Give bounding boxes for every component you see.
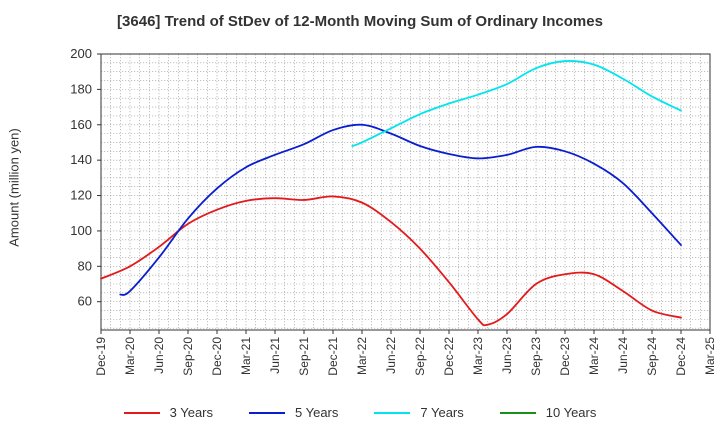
x-tick-label: Mar-22 (355, 337, 369, 375)
y-tick-label: 140 (70, 152, 92, 167)
x-tick-label: Jun-23 (500, 337, 514, 374)
y-tick-label: 80 (78, 258, 92, 273)
legend-label: 10 Years (545, 405, 597, 420)
legend-item-5-years: 5 Years (249, 405, 338, 420)
x-tick-label: Sep-22 (413, 337, 427, 376)
x-tick-label: Sep-20 (181, 337, 195, 376)
x-tick-label: Jun-24 (616, 337, 630, 374)
x-tick-label: Mar-20 (123, 337, 137, 375)
chart-canvas: 60 80 100 120 140 160 180 200 Dec-19 Mar-20 Jun-20… (70, 46, 717, 376)
x-tick-label: Sep-24 (645, 337, 659, 376)
x-tick-label: Mar-25 (703, 337, 717, 375)
y-tick-label: 60 (78, 294, 92, 309)
legend: 3 Years 5 Years 7 Years 10 Years (0, 405, 720, 420)
x-tick-label: Dec-22 (442, 337, 456, 376)
legend-item-10-years: 10 Years (499, 405, 597, 420)
x-tick-label: Mar-24 (587, 337, 601, 375)
x-tick-label: Mar-23 (471, 337, 485, 375)
legend-label: 7 Years (420, 405, 464, 420)
plot-area-border (100, 53, 711, 331)
x-tick-label: Sep-23 (529, 337, 543, 376)
x-tick-label: Dec-21 (326, 337, 340, 376)
x-tick-label: Jun-21 (268, 337, 282, 374)
legend-item-3-years: 3 Years (123, 405, 213, 420)
x-tick-label: Dec-20 (210, 337, 224, 376)
x-tick-label: Mar-21 (239, 337, 253, 375)
legend-swatch (499, 411, 536, 414)
x-tick-label: Jun-20 (152, 337, 166, 374)
x-tick-label: Dec-24 (674, 337, 688, 376)
legend-swatch (249, 411, 285, 414)
series-line-5-years (119, 123, 682, 296)
y-tick-label: 200 (70, 46, 92, 61)
x-tick-label: Sep-21 (297, 337, 311, 376)
y-tick-label: 180 (70, 81, 92, 96)
y-tick-label: 120 (70, 188, 92, 203)
legend-swatch (123, 411, 160, 414)
y-tick-label: 160 (70, 117, 92, 132)
series-line-7-years (351, 60, 682, 147)
x-tick-label: Dec-19 (94, 337, 108, 376)
legend-label: 5 Years (295, 405, 339, 420)
legend-label: 3 Years (169, 405, 213, 420)
y-tick-label: 100 (70, 223, 92, 238)
chart-title: [3646] Trend of StDev of 12-Month Moving… (117, 13, 603, 30)
legend-swatch (374, 411, 411, 414)
series-line-3-years (100, 195, 682, 327)
x-tick-label: Dec-23 (558, 337, 572, 376)
x-tick-label: Jun-22 (384, 337, 398, 374)
legend-item-7-years: 7 Years (374, 405, 464, 420)
